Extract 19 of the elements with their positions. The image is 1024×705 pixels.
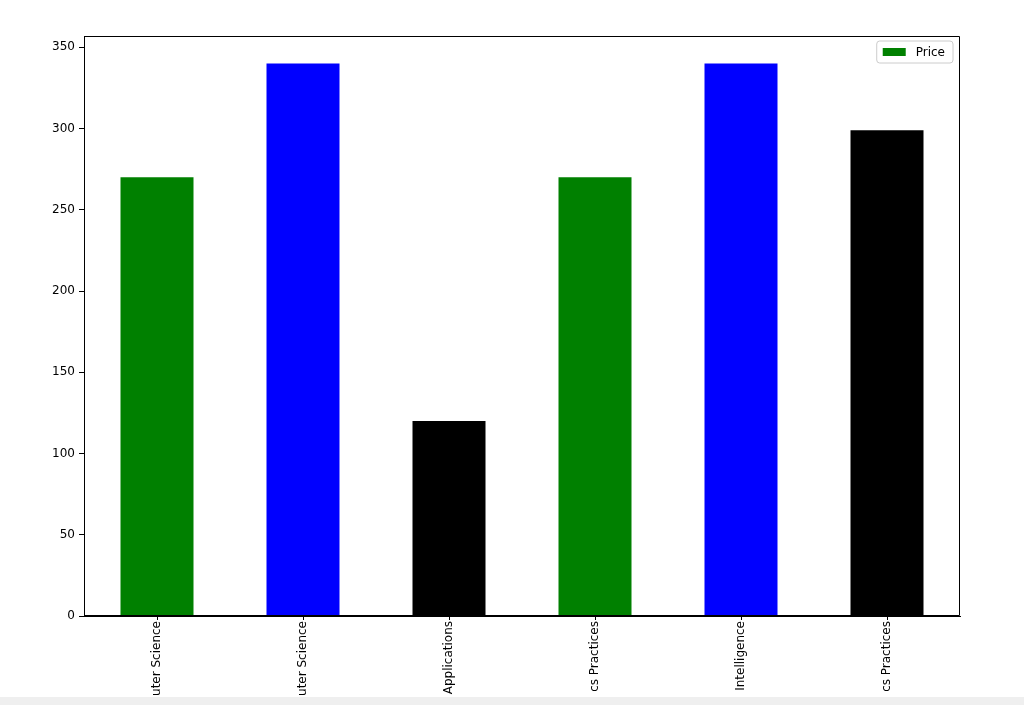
y-tick-label: 300: [52, 120, 75, 135]
x-tick-label: Intelligence: [733, 621, 748, 691]
x-tick-label: uter Science: [295, 621, 310, 696]
y-tick-label: 0: [67, 608, 75, 623]
x-tick-label: cs Practices: [879, 621, 894, 692]
x-tick-label: Applications: [441, 621, 456, 695]
bar: [558, 177, 632, 616]
bar: [120, 177, 194, 616]
bar: [704, 63, 778, 616]
x-tick-label: cs Practices: [587, 621, 602, 692]
y-tick-label: 150: [52, 364, 75, 379]
y-tick-label: 50: [59, 526, 75, 541]
y-tick-label: 350: [52, 39, 75, 54]
y-tick-label: 200: [52, 283, 75, 298]
y-tick-label: 250: [52, 201, 75, 216]
bar: [266, 63, 340, 616]
x-tick-label: uter Science: [149, 621, 164, 696]
y-tick-label: 100: [52, 445, 75, 460]
legend-label: Price: [915, 45, 946, 60]
